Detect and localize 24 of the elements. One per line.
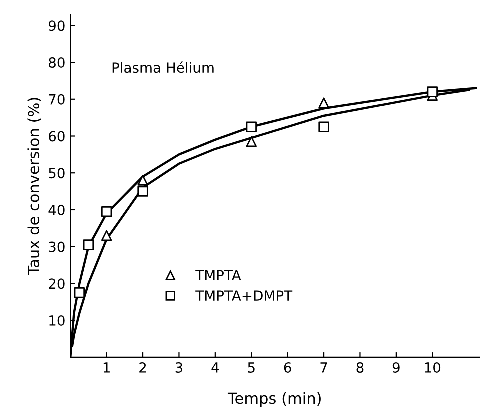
legend-label: TMPTA+DMPT xyxy=(196,290,293,301)
y-axis-title: Taux de conversion (%) xyxy=(28,98,42,276)
y-tick-label: 70 xyxy=(49,94,65,105)
y-tick-label: 10 xyxy=(50,316,65,326)
x-tick-label: 3 xyxy=(176,362,183,373)
x-tick-label: 9 xyxy=(392,362,400,373)
y-tick-label: 40 xyxy=(48,204,65,216)
x-tick-label: 6 xyxy=(284,362,292,373)
y-tick-label: 90 xyxy=(48,20,65,32)
x-tick-label: 10 xyxy=(425,362,441,373)
x-tick-label: 1 xyxy=(104,362,110,373)
legend-label: TMPTA xyxy=(196,270,242,280)
y-tick-label: 60 xyxy=(49,131,65,142)
x-tick-label: 2 xyxy=(140,362,146,373)
x-tick-label: 4 xyxy=(212,362,220,373)
x-tick-label: 5 xyxy=(248,362,255,373)
x-axis-title: Temps (min) xyxy=(228,392,321,408)
x-tick-label: 7 xyxy=(320,362,328,373)
x-tick-label: 8 xyxy=(356,362,364,373)
y-tick-label: 80 xyxy=(49,58,65,68)
y-tick-label: 30 xyxy=(49,242,65,252)
annotation: Plasma Hélium xyxy=(112,62,214,74)
y-tick-label: 50 xyxy=(49,168,65,179)
y-tick-label: 20 xyxy=(49,278,65,290)
